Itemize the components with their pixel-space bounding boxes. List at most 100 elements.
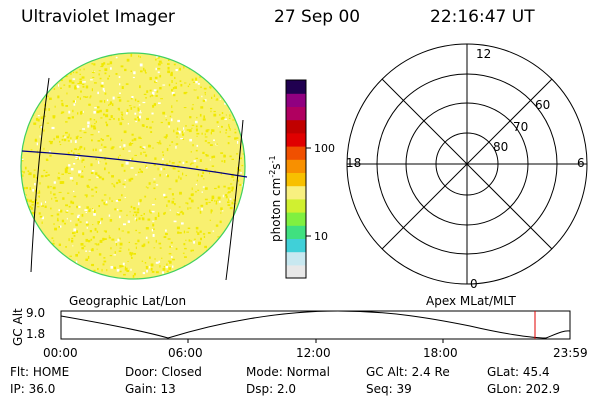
speckle: [134, 154, 137, 156]
speckle: [24, 118, 27, 120]
speckle: [21, 199, 24, 202]
speckle: [24, 80, 28, 83]
speckle: [129, 142, 131, 144]
speckle: [110, 115, 113, 118]
speckle: [238, 240, 242, 242]
speckle: [31, 229, 33, 232]
speckle: [66, 92, 68, 95]
colorbar-segment: [286, 264, 306, 279]
speckle: [123, 144, 126, 147]
speckle: [149, 256, 151, 259]
mlt-label-6: 6: [577, 156, 585, 170]
speckle: [196, 135, 198, 137]
speckle: [191, 107, 194, 110]
speckle: [177, 275, 179, 279]
speckle: [152, 234, 155, 237]
speckle: [27, 256, 29, 258]
speckle: [91, 58, 94, 60]
speckle: [187, 85, 190, 88]
speckle: [217, 185, 220, 189]
speckle: [234, 137, 237, 140]
speckle: [147, 187, 149, 189]
speckle: [235, 239, 238, 242]
speckle: [190, 249, 193, 252]
speckle: [236, 153, 238, 155]
speckle: [115, 200, 119, 202]
speckle: [73, 163, 76, 165]
speckle: [210, 76, 213, 80]
speckle: [82, 170, 84, 172]
speckle: [123, 130, 127, 134]
speckle: [114, 208, 117, 211]
speckle: [87, 125, 90, 128]
speckle: [150, 263, 154, 267]
speckle: [229, 155, 232, 158]
speckle: [29, 250, 31, 253]
speckle: [35, 72, 38, 74]
speckle: [185, 161, 188, 163]
speckle: [118, 250, 122, 252]
speckle: [242, 252, 245, 254]
speckle: [79, 137, 82, 139]
speckle: [58, 209, 61, 211]
speckle: [164, 196, 166, 199]
speckle: [163, 236, 167, 238]
speckle: [231, 186, 234, 190]
speckle: [128, 105, 132, 107]
speckle: [78, 251, 80, 254]
speckle: [58, 84, 60, 87]
speckle: [207, 253, 210, 256]
speckle: [49, 142, 53, 145]
image-panel-caption: Geographic Lat/Lon: [69, 294, 187, 308]
speckle: [24, 211, 26, 215]
speckle: [239, 232, 243, 235]
speckle: [210, 110, 212, 113]
speckle: [235, 214, 237, 217]
speckle: [131, 157, 134, 160]
speckle: [214, 62, 218, 64]
speckle: [83, 245, 86, 247]
speckle: [122, 148, 125, 150]
speckle: [169, 144, 171, 147]
speckle: [60, 87, 62, 89]
speckle: [239, 116, 242, 119]
speckle: [67, 140, 70, 142]
speckle: [79, 145, 83, 149]
speckle: [37, 271, 40, 274]
speckle: [243, 219, 245, 223]
speckle: [119, 146, 121, 148]
speckle: [141, 260, 144, 262]
speckle: [159, 247, 162, 249]
speckle: [52, 186, 56, 190]
speckle: [168, 83, 171, 87]
speckle: [240, 241, 243, 244]
speckle: [149, 77, 152, 81]
speckle: [88, 250, 91, 252]
speckle: [215, 200, 217, 203]
speckle: [30, 277, 34, 279]
speckle: [167, 121, 171, 125]
speckle: [92, 208, 94, 211]
lat-label-70: 70: [513, 120, 529, 134]
speckle: [154, 103, 157, 106]
speckle: [153, 187, 156, 190]
colorbar-segment: [286, 238, 306, 253]
speckle: [23, 104, 25, 106]
speckle: [97, 174, 100, 177]
speckle: [139, 63, 143, 67]
longitude-line-right: [225, 119, 244, 281]
speckle: [145, 154, 148, 157]
speckle: [68, 238, 70, 242]
speckle: [155, 94, 158, 97]
status-gain: Gain: 13: [125, 383, 176, 395]
colorbar-label: photon cm-2s-1: [268, 155, 283, 242]
speckle: [106, 123, 109, 127]
speckle: [72, 180, 74, 182]
speckle: [116, 269, 120, 272]
speckle: [28, 260, 30, 262]
speckle: [217, 270, 220, 272]
speckle: [236, 90, 239, 92]
speckle: [127, 260, 129, 262]
speckle: [214, 60, 217, 63]
speckle: [213, 110, 216, 113]
